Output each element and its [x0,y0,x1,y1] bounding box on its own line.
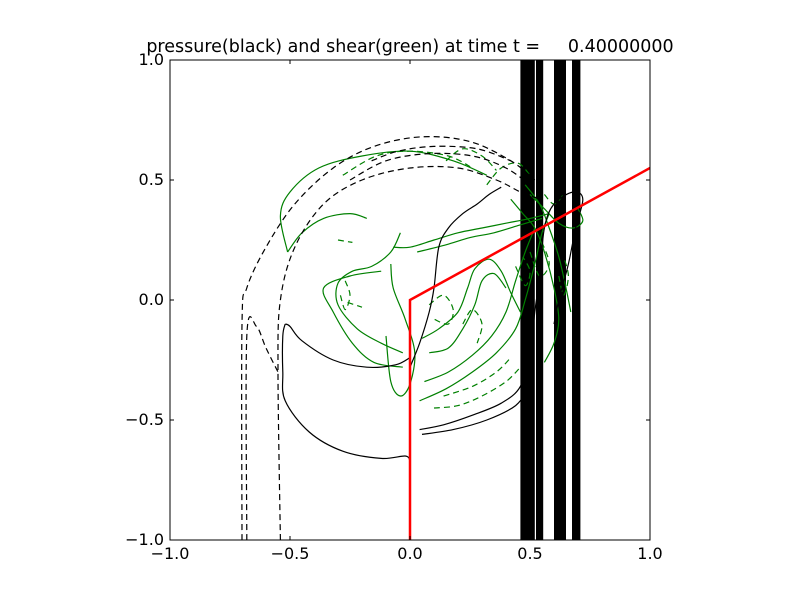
shear-contour-4 [385,263,416,397]
interface-line [408,166,650,540]
shear-contour-7 [421,258,521,339]
pressure-contour-1 [245,316,279,540]
pressure-contour-8 [419,191,584,431]
y-tick-label: 0.0 [139,290,164,309]
shear-contour-21 [462,308,483,344]
shear-contour-23 [443,357,512,397]
plot-area [241,60,650,540]
y-tick-label: −0.5 [125,410,164,429]
pressure-band-3 [572,60,581,540]
pressure-contour-7 [409,186,502,368]
x-tick-label: 1.0 [637,544,662,563]
shear-contour-19 [337,239,353,243]
shear-contour-10 [424,227,536,383]
pressure-contour-0 [241,136,536,540]
y-axis: −1.0 −0.5 0.0 0.5 1.0 [125,50,650,549]
pressure-band-0 [520,60,535,540]
chart-title: pressure(black) and shear(green) at time… [146,37,673,57]
y-tick-label: −1.0 [125,530,164,549]
shear-contour-26 [558,256,570,296]
pressure-contour-2 [277,165,540,540]
x-tick-label: 0.5 [517,544,542,563]
shear-contour-16 [486,162,531,186]
x-tick-label: 0.0 [397,544,422,563]
shear-contour-6 [417,217,543,253]
x-tick-label: −0.5 [271,544,310,563]
shear-contour-14 [342,150,473,176]
shear-contour-8 [429,272,507,354]
shear-contour-0 [279,150,488,253]
shear-contour-24 [515,256,531,287]
shear-contour-22 [433,366,521,409]
shear-contour-17 [339,280,351,311]
y-tick-label: 1.0 [139,50,164,69]
shear-contour-3 [335,232,404,354]
shear-contour-15 [445,148,497,171]
x-axis: −1.0 −0.5 0.0 0.5 1.0 [151,60,663,563]
shear-contour-25 [529,242,550,277]
shear-contour-11 [510,198,560,363]
pressure-band-2 [536,60,544,540]
x-tick-label: −1.0 [151,544,190,563]
shear-contour-20 [428,294,454,325]
shear-contour-13 [529,193,584,229]
pressure-contour-5 [284,323,411,368]
pressure-contour-6 [281,323,411,462]
shear-contour-1 [287,212,367,253]
shear-contour-2 [322,270,403,368]
pressure-contour-4 [371,145,512,162]
pressure-band-1 [554,60,566,540]
shear-contour-18 [347,301,363,308]
y-tick-label: 0.5 [139,170,164,189]
pressure-contour-9 [421,386,531,435]
